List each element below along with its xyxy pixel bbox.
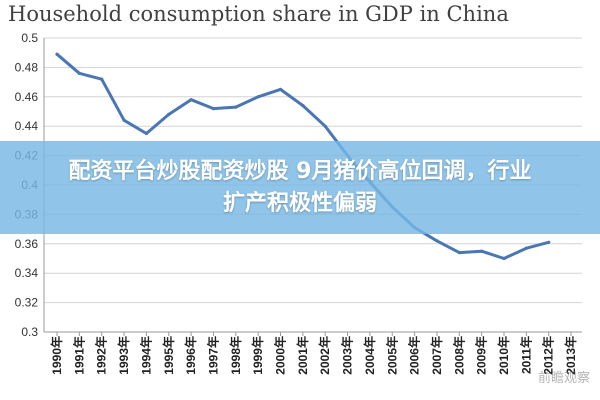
data-point: [211, 107, 216, 111]
x-tick-label: 2008年: [451, 336, 466, 375]
y-tick-label: 0.32: [15, 296, 39, 310]
headline-line-1: 配资平台炒股配资炒股 9月猪价高位回调，行业: [68, 158, 532, 184]
data-point: [55, 52, 59, 56]
x-tick-label: 2009年: [474, 336, 489, 375]
x-tick-label: 1994年: [138, 336, 153, 375]
data-point: [323, 124, 327, 128]
x-tick-label: 1996年: [183, 336, 198, 375]
y-tick-label: 0.48: [15, 60, 39, 74]
x-tick-label: 1990年: [49, 336, 64, 375]
x-tick-label: 1993年: [116, 336, 131, 375]
data-point: [144, 131, 148, 136]
y-tick-label: 0.36: [15, 237, 39, 251]
x-tick-label: 1992年: [94, 336, 109, 375]
x-tick-label: 2011年: [518, 336, 533, 374]
y-tick-label: 0.34: [15, 266, 39, 280]
data-point: [547, 240, 551, 244]
x-tick-label: 2012年: [541, 336, 556, 375]
x-tick-label: 2007年: [429, 336, 444, 375]
x-tick-label: 1995年: [161, 336, 176, 375]
x-tick-label: 2013年: [563, 336, 578, 375]
x-axis-ticks: 1990年 1991年 1992年 1993年 1994年 1995年 1996年 1997年…: [49, 336, 578, 375]
x-tick-label: 1997年: [205, 336, 220, 375]
data-point: [278, 87, 283, 91]
y-tick-label: 0.46: [15, 90, 39, 104]
data-point: [122, 118, 126, 122]
x-tick-label: 2000年: [273, 336, 288, 375]
data-point: [189, 98, 193, 102]
y-tick-label: 0.3: [21, 325, 38, 339]
x-tick-label: 2004年: [362, 336, 377, 375]
x-tick-label: 2006年: [407, 336, 422, 375]
data-point: [480, 249, 484, 253]
x-tick-label: 2003年: [340, 336, 355, 375]
x-tick-label: 2002年: [317, 336, 332, 375]
chart-title: Household consumption share in GDP in Ch…: [8, 2, 509, 26]
data-point: [301, 104, 305, 108]
x-tick-label: 1999年: [250, 336, 265, 375]
data-point: [167, 112, 171, 116]
data-point: [234, 105, 238, 109]
data-point: [256, 95, 260, 99]
x-tick-label: 1998年: [228, 336, 243, 375]
headline-banner: 配资平台炒股配资炒股 9月猪价高位回调，行业 扩产积极性偏弱: [0, 141, 600, 234]
x-tick-label: 2010年: [496, 336, 511, 375]
data-point: [435, 239, 439, 243]
x-tick-label: 2001年: [295, 336, 310, 375]
headline-text: 配资平台炒股配资炒股 9月猪价高位回调，行业 扩产积极性偏弱: [0, 141, 600, 234]
headline-line-2: 扩产积极性偏弱: [222, 190, 377, 216]
data-point: [77, 71, 81, 75]
y-tick-label: 0.5: [21, 31, 38, 45]
data-point: [100, 77, 104, 81]
data-point: [524, 246, 529, 250]
watermark-text: 前瞻观察: [537, 371, 590, 386]
y-tick-label: 0.44: [15, 119, 39, 133]
data-point: [457, 251, 461, 255]
x-tick-label: 2005年: [384, 336, 399, 375]
data-point: [502, 256, 506, 261]
x-tick-label: 1991年: [71, 336, 86, 375]
